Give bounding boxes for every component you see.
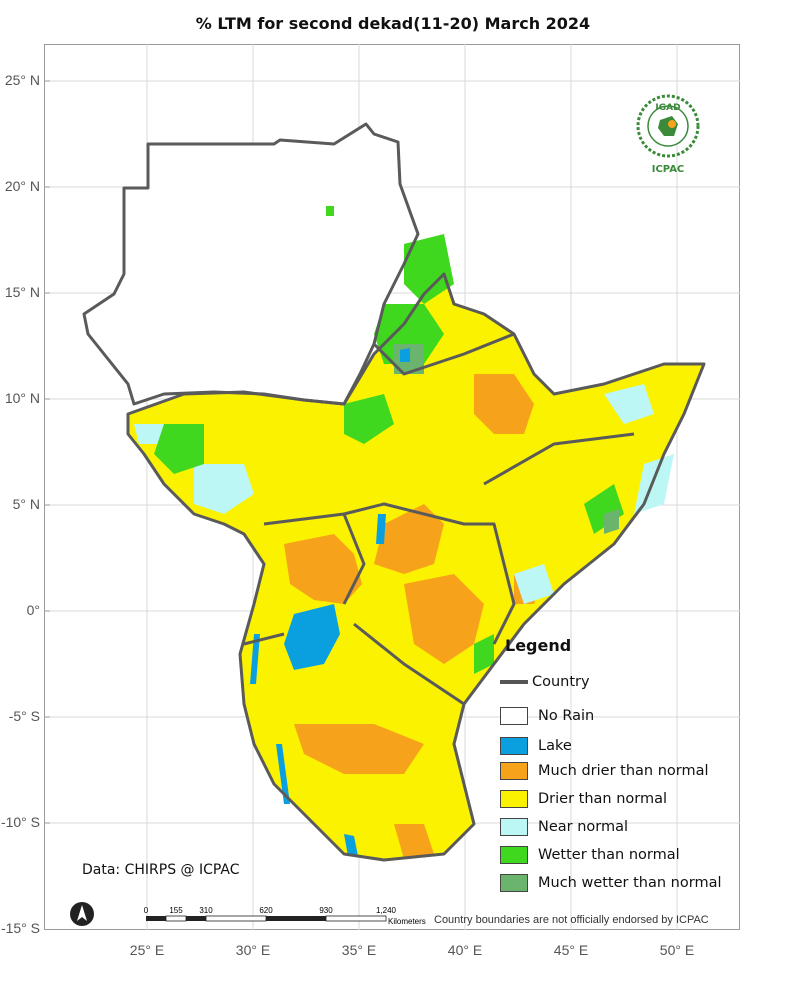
legend-item-lake: Lake bbox=[500, 736, 572, 756]
scale-tick-5: 1,240 bbox=[376, 906, 397, 915]
lat-label-0: 0° bbox=[26, 602, 40, 618]
legend-label-lake: Lake bbox=[538, 738, 572, 754]
map-canvas bbox=[44, 44, 740, 930]
scale-unit: Kilometers bbox=[388, 917, 426, 926]
lat-label-5n: 5° N bbox=[12, 496, 40, 512]
lon-label-50e: 50° E bbox=[659, 942, 695, 958]
legend-item-drier: Drier than normal bbox=[500, 789, 667, 809]
legend-item-near-normal: Near normal bbox=[500, 817, 628, 837]
region-much-drier bbox=[284, 374, 544, 859]
swatch-no-rain bbox=[500, 707, 528, 725]
disclaimer: Country boundaries are not officially en… bbox=[434, 914, 709, 926]
lat-label-20n: 20° N bbox=[4, 178, 40, 194]
swatch-much-drier bbox=[500, 762, 528, 780]
legend-item-no-rain: No Rain bbox=[500, 706, 594, 726]
map-title: % LTM for second dekad(11-20) March 2024 bbox=[195, 14, 591, 33]
legend-label-much-wetter: Much wetter than normal bbox=[538, 875, 722, 891]
region-wetter bbox=[154, 206, 624, 674]
legend-item-much-wetter: Much wetter than normal bbox=[500, 873, 721, 893]
north-arrow-icon bbox=[70, 902, 94, 926]
logo-bottom-text: ICPAC bbox=[652, 164, 685, 175]
legend-label-drier: Drier than normal bbox=[538, 791, 668, 807]
swatch-much-wetter bbox=[500, 874, 528, 892]
legend-item-much-drier: Much drier than normal bbox=[500, 761, 709, 781]
swatch-lake bbox=[500, 737, 528, 755]
lat-label-10n: 10° N bbox=[4, 390, 40, 406]
legend-title: Legend bbox=[505, 636, 572, 655]
scale-bar: 0 155 310 620 930 1,240 Kilometers bbox=[144, 906, 426, 926]
lon-label-25e: 25° E bbox=[129, 942, 165, 958]
lat-label-15s: -15° S bbox=[0, 920, 40, 936]
lat-label-15n: 15° N bbox=[4, 284, 40, 300]
lat-label-10s: -10° S bbox=[0, 814, 40, 830]
lon-label-45e: 45° E bbox=[553, 942, 589, 958]
lake-victoria bbox=[284, 604, 340, 670]
region-near-normal bbox=[134, 384, 674, 604]
map-frame bbox=[44, 44, 740, 930]
logo-top-text: IGAD bbox=[655, 103, 680, 113]
legend-label-no-rain: No Rain bbox=[538, 708, 595, 724]
data-source: Data: CHIRPS @ ICPAC bbox=[82, 862, 240, 878]
region-sudan-no-rain bbox=[84, 124, 418, 404]
lat-label-25n: 25° N bbox=[4, 72, 40, 88]
igad-icpac-logo: IGAD ICPAC bbox=[636, 94, 700, 175]
region-lakes bbox=[250, 348, 410, 856]
scale-tick-2: 310 bbox=[199, 906, 213, 915]
scale-tick-1: 155 bbox=[169, 906, 183, 915]
swatch-near-normal bbox=[500, 818, 528, 836]
country-line-swatch bbox=[500, 680, 528, 684]
legend-country-label: Country bbox=[532, 674, 590, 690]
legend-label-wetter: Wetter than normal bbox=[538, 847, 680, 863]
legend-country: Country bbox=[500, 672, 590, 692]
scale-tick-0: 0 bbox=[144, 906, 149, 915]
swatch-drier bbox=[500, 790, 528, 808]
swatch-wetter bbox=[500, 846, 528, 864]
lon-label-30e: 30° E bbox=[235, 942, 271, 958]
lon-label-40e: 40° E bbox=[447, 942, 483, 958]
country-borders bbox=[82, 122, 706, 862]
scale-tick-3: 620 bbox=[259, 906, 273, 915]
lat-label-5s: -5° S bbox=[8, 708, 40, 724]
legend-item-wetter: Wetter than normal bbox=[500, 845, 680, 865]
legend-label-near-normal: Near normal bbox=[538, 819, 629, 835]
lon-label-35e: 35° E bbox=[341, 942, 377, 958]
legend-label-much-drier: Much drier than normal bbox=[538, 763, 709, 779]
scale-tick-4: 930 bbox=[319, 906, 333, 915]
